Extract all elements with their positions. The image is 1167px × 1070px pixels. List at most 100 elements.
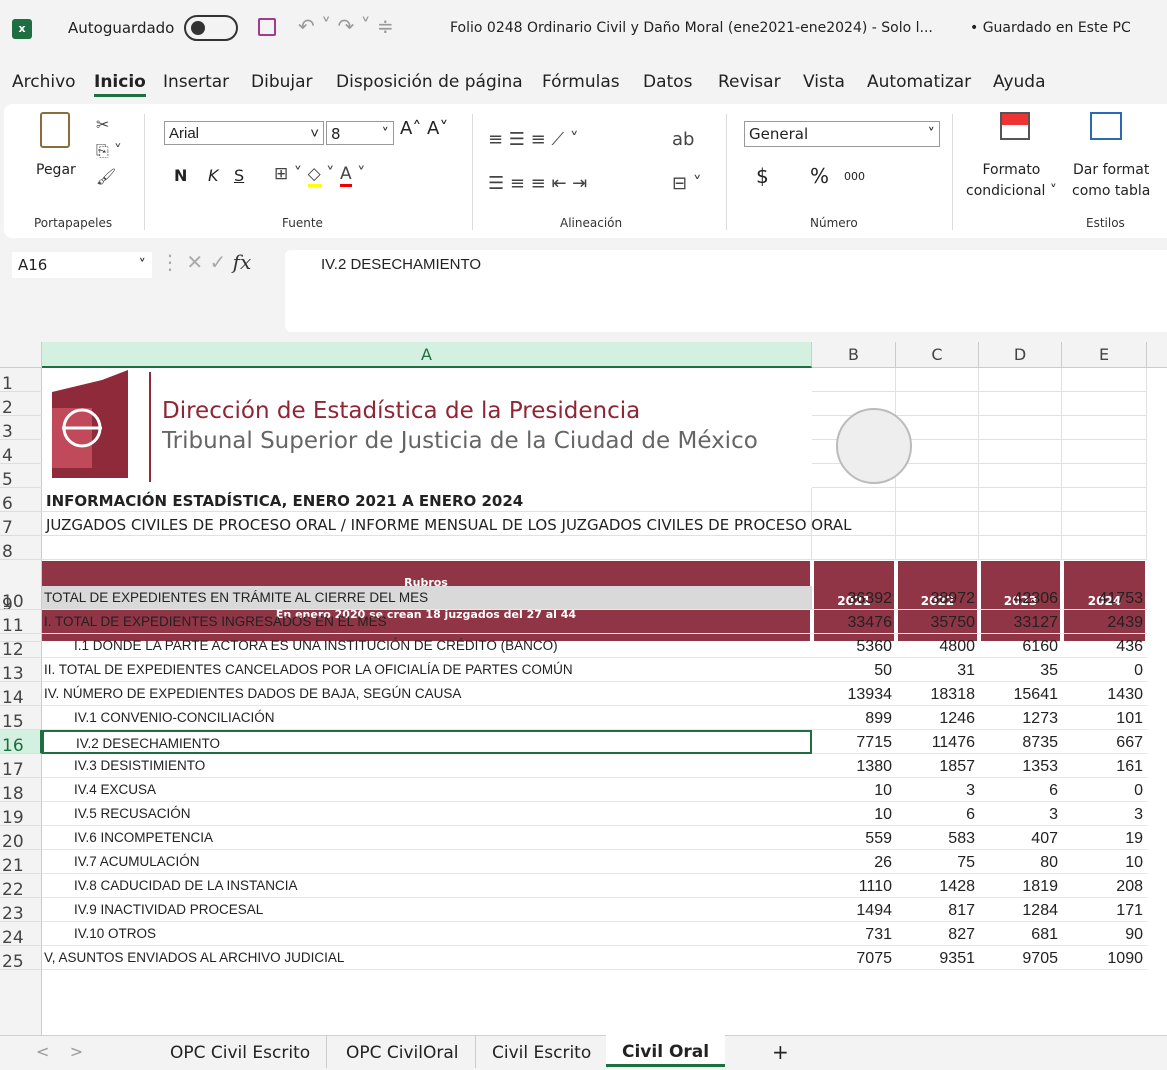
sheet-tab[interactable]: OPC CivilOral bbox=[330, 1036, 476, 1068]
formula-icons[interactable]: ⋮ ✕ ✓ fx bbox=[160, 250, 251, 274]
number-cell[interactable]: 1494 bbox=[812, 898, 896, 922]
save-status[interactable]: • Guardado en Este PC bbox=[970, 20, 1131, 36]
number-cell[interactable]: 4800 bbox=[896, 634, 979, 658]
row-number[interactable]: 21 bbox=[0, 850, 42, 874]
format-table[interactable]: Dar formatcomo tabla bbox=[1072, 160, 1150, 202]
number-cell[interactable]: 9351 bbox=[896, 946, 979, 970]
cell[interactable] bbox=[979, 416, 1062, 440]
number-cell[interactable]: 583 bbox=[896, 826, 979, 850]
column-header[interactable]: D bbox=[979, 342, 1062, 368]
row-number[interactable]: 2 bbox=[0, 392, 42, 416]
menu-tab[interactable]: Fórmulas bbox=[542, 72, 620, 92]
row-label[interactable]: IV.4 EXCUSA bbox=[42, 778, 812, 802]
row-number[interactable]: 14 bbox=[0, 682, 42, 706]
number-cell[interactable]: 2439 bbox=[1062, 610, 1147, 634]
number-cell[interactable]: 26 bbox=[812, 850, 896, 874]
row-number[interactable]: 18 bbox=[0, 778, 42, 802]
row-label[interactable]: V, ASUNTOS ENVIADOS AL ARCHIVO JUDICIAL bbox=[42, 946, 812, 970]
number-cell[interactable]: 3 bbox=[1062, 802, 1147, 826]
number-cell[interactable]: 41753 bbox=[1062, 586, 1147, 610]
number-cell[interactable]: 1284 bbox=[979, 898, 1062, 922]
row-number[interactable]: 10 bbox=[0, 586, 42, 610]
menu-tab[interactable]: Archivo bbox=[12, 72, 76, 92]
number-cell[interactable]: 50 bbox=[812, 658, 896, 682]
menu-tab[interactable]: Inicio bbox=[94, 72, 146, 97]
number-cell[interactable]: 827 bbox=[896, 922, 979, 946]
number-cell[interactable]: 10 bbox=[1062, 850, 1147, 874]
add-sheet[interactable]: + bbox=[772, 1040, 789, 1064]
number-cell[interactable]: 0 bbox=[1062, 658, 1147, 682]
cell[interactable] bbox=[1062, 464, 1147, 488]
column-header[interactable]: E bbox=[1062, 342, 1147, 368]
row-number[interactable]: 23 bbox=[0, 898, 42, 922]
number-cell[interactable]: 1819 bbox=[979, 874, 1062, 898]
number-cell[interactable]: 101 bbox=[1062, 706, 1147, 730]
number-cell[interactable]: 559 bbox=[812, 826, 896, 850]
number-cell[interactable]: 0 bbox=[1062, 778, 1147, 802]
row-number[interactable]: 11 bbox=[0, 610, 42, 634]
row-label[interactable]: IV.1 CONVENIO-CONCILIACIÓN bbox=[42, 706, 812, 730]
cell[interactable] bbox=[1062, 392, 1147, 416]
number-cell[interactable]: 731 bbox=[812, 922, 896, 946]
number-cell[interactable]: 817 bbox=[896, 898, 979, 922]
cell[interactable] bbox=[896, 368, 979, 392]
row-label[interactable]: IV.7 ACUMULACIÓN bbox=[42, 850, 812, 874]
thousands-button[interactable]: 000 bbox=[844, 170, 865, 183]
number-cell[interactable]: 31 bbox=[896, 658, 979, 682]
cell[interactable] bbox=[896, 536, 979, 560]
number-cell[interactable]: 208 bbox=[1062, 874, 1147, 898]
menu-tab[interactable]: Ayuda bbox=[993, 72, 1046, 92]
row-number[interactable]: 4 bbox=[0, 440, 42, 464]
number-cell[interactable]: 80 bbox=[979, 850, 1062, 874]
row-number[interactable]: 12 bbox=[0, 634, 42, 658]
number-cell[interactable]: 6 bbox=[896, 802, 979, 826]
cell[interactable] bbox=[1062, 488, 1147, 512]
wrap-icons[interactable]: ab⊟ ˅ bbox=[672, 118, 702, 206]
font-box[interactable]: Arial˅ bbox=[164, 121, 324, 145]
row-label[interactable]: IV. NÚMERO DE EXPEDIENTES DADOS DE BAJA,… bbox=[42, 682, 812, 706]
cell[interactable] bbox=[812, 488, 896, 512]
number-cell[interactable]: 407 bbox=[979, 826, 1062, 850]
name-box[interactable]: A16˅ bbox=[12, 252, 152, 278]
number-cell[interactable]: 1428 bbox=[896, 874, 979, 898]
cell[interactable] bbox=[979, 464, 1062, 488]
number-cell[interactable]: 90 bbox=[1062, 922, 1147, 946]
row-label[interactable]: IV.2 DESECHAMIENTO bbox=[42, 730, 812, 754]
column-header[interactable]: C bbox=[896, 342, 979, 368]
row-label[interactable]: IV.8 CADUCIDAD DE LA INSTANCIA bbox=[42, 874, 812, 898]
underline-button[interactable]: S bbox=[234, 166, 244, 185]
number-cell[interactable]: 1246 bbox=[896, 706, 979, 730]
cell[interactable] bbox=[1062, 368, 1147, 392]
row-number[interactable]: 6 bbox=[0, 488, 42, 512]
row-number[interactable]: 20 bbox=[0, 826, 42, 850]
number-cell[interactable]: 5360 bbox=[812, 634, 896, 658]
number-cell[interactable]: 6160 bbox=[979, 634, 1062, 658]
row-number[interactable]: 16 bbox=[0, 730, 42, 754]
row-label[interactable]: II. TOTAL DE EXPEDIENTES CANCELADOS POR … bbox=[42, 658, 812, 682]
row-number[interactable]: 17 bbox=[0, 754, 42, 778]
row-label[interactable]: IV.9 INACTIVIDAD PROCESAL bbox=[42, 898, 812, 922]
cell[interactable] bbox=[979, 440, 1062, 464]
cell[interactable] bbox=[979, 368, 1062, 392]
menu-tab[interactable]: Datos bbox=[643, 72, 692, 92]
number-cell[interactable]: 11476 bbox=[896, 730, 979, 754]
column-header[interactable]: B bbox=[812, 342, 896, 368]
row-number[interactable]: 1 bbox=[0, 368, 42, 392]
number-cell[interactable]: 13934 bbox=[812, 682, 896, 706]
number-cell[interactable]: 436 bbox=[1062, 634, 1147, 658]
number-cell[interactable]: 1353 bbox=[979, 754, 1062, 778]
number-cell[interactable]: 1430 bbox=[1062, 682, 1147, 706]
menu-tab[interactable]: Vista bbox=[803, 72, 845, 92]
sheet-tab[interactable]: OPC Civil Escrito bbox=[154, 1036, 327, 1068]
percent-button[interactable]: % bbox=[810, 164, 829, 188]
number-cell[interactable]: 42306 bbox=[979, 586, 1062, 610]
number-cell[interactable]: 10 bbox=[812, 778, 896, 802]
number-cell[interactable]: 33476 bbox=[812, 610, 896, 634]
format-icons[interactable]: ⊞ ˅ ◇ ˅ A ˅ bbox=[274, 164, 366, 184]
sheet-tab[interactable]: Civil Oral bbox=[606, 1035, 725, 1067]
conditional-icon[interactable] bbox=[1000, 112, 1030, 140]
cell[interactable] bbox=[812, 368, 896, 392]
number-cell[interactable]: 1090 bbox=[1062, 946, 1147, 970]
number-cell[interactable]: 7075 bbox=[812, 946, 896, 970]
number-cell[interactable]: 8735 bbox=[979, 730, 1062, 754]
